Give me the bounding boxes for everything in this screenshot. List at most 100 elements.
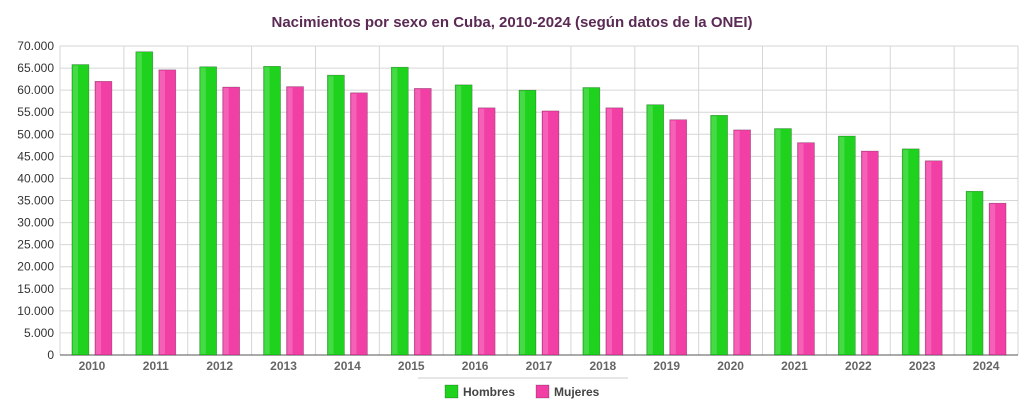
bar-mujeres-2017 (541, 110, 560, 356)
x-tick-label: 2010 (79, 359, 106, 373)
bar-highlight (456, 85, 462, 355)
x-tick-label: 2012 (206, 359, 233, 373)
bar-hombres-2016 (454, 84, 473, 356)
bar-mujeres-2018 (605, 107, 624, 356)
x-tick-label: 2017 (526, 359, 553, 373)
x-tick-label: 2013 (270, 359, 297, 373)
y-tick-label: 25.000 (17, 238, 54, 252)
bar-highlight (839, 137, 845, 354)
bar-hombres-2015 (390, 66, 409, 356)
bar-highlight (606, 108, 612, 354)
x-tick-label: 2016 (462, 359, 489, 373)
bars (71, 51, 1007, 356)
bar-highlight (990, 204, 996, 354)
bar-highlight (775, 129, 781, 354)
x-tick-label: 2024 (973, 359, 1000, 373)
bar-highlight (647, 105, 653, 355)
x-tick-label: 2019 (653, 359, 680, 373)
bar-highlight (862, 152, 868, 354)
y-tick-label: 0 (47, 348, 54, 362)
bar-highlight (798, 143, 804, 354)
bar-mujeres-2012 (222, 86, 240, 356)
bar-mujeres-2016 (477, 107, 496, 356)
bar-highlight (926, 161, 932, 354)
legend: Hombres Mujeres (418, 377, 628, 399)
x-tick-label: 2023 (909, 359, 936, 373)
bar-mujeres-2021 (797, 142, 815, 356)
bar-highlight (95, 82, 102, 355)
y-tick-label: 55.000 (17, 105, 54, 119)
y-tick-label: 65.000 (17, 61, 54, 75)
legend-label-mujeres: Mujeres (554, 385, 600, 399)
y-tick-label: 20.000 (17, 260, 54, 274)
legend-swatch-mujeres (535, 384, 550, 399)
bar-hombres-2021 (774, 128, 792, 356)
x-tick-label: 2020 (717, 359, 744, 373)
y-tick-label: 30.000 (17, 216, 54, 230)
bar-highlight (711, 116, 717, 354)
bar-highlight (543, 111, 549, 354)
bar-mujeres-2011 (158, 69, 177, 356)
bar-hombres-2024 (965, 190, 984, 356)
y-tick-label: 5.000 (24, 326, 54, 340)
bar-highlight (200, 67, 206, 355)
bar-mujeres-2020 (733, 129, 751, 356)
bar-hombres-2011 (135, 51, 154, 356)
legend-label-hombres: Hombres (463, 385, 515, 399)
bar-highlight (72, 65, 79, 354)
bar-hombres-2010 (71, 64, 90, 356)
bar-mujeres-2019 (669, 119, 688, 356)
bar-highlight (159, 70, 165, 354)
bar-highlight (392, 68, 398, 354)
x-tick-label: 2018 (590, 359, 617, 373)
legend-swatch-hombres (444, 384, 459, 399)
x-tick-label: 2022 (845, 359, 872, 373)
bar-highlight (734, 130, 740, 354)
y-tick-label: 60.000 (17, 83, 54, 97)
bar-highlight (479, 108, 485, 354)
y-tick-label: 15.000 (17, 282, 54, 296)
bar-hombres-2017 (518, 89, 537, 356)
bar-highlight (223, 88, 229, 354)
bar-mujeres-2013 (286, 86, 304, 356)
x-tick-label: 2021 (781, 359, 808, 373)
bar-highlight (328, 76, 334, 355)
bar-hombres-2012 (199, 66, 217, 356)
bar-hombres-2023 (901, 148, 920, 356)
bar-highlight (670, 120, 676, 355)
bar-highlight (287, 87, 293, 355)
y-axis: 0 5.000 10.000 15.000 20.000 25.000 30.000 35.0… (17, 39, 54, 362)
y-tick-label: 45.000 (17, 149, 54, 163)
bar-highlight (415, 89, 421, 355)
bar-mujeres-2022 (861, 150, 879, 356)
bar-hombres-2018 (582, 87, 601, 356)
y-tick-label: 10.000 (17, 304, 54, 318)
bar-highlight (903, 149, 909, 354)
bar-highlight (351, 93, 357, 354)
bar-mujeres-2015 (413, 88, 432, 356)
bar-hombres-2014 (327, 74, 345, 356)
chart-title: Nacimientos por sexo en Cuba, 2010-2024 … (272, 14, 753, 31)
bar-highlight (583, 88, 589, 354)
x-tick-label: 2015 (398, 359, 425, 373)
bar-hombres-2019 (646, 104, 665, 356)
bar-hombres-2020 (710, 115, 728, 356)
bar-mujeres-2024 (988, 202, 1007, 356)
bar-highlight (136, 52, 142, 354)
y-tick-label: 40.000 (17, 171, 54, 185)
x-tick-label: 2014 (334, 359, 361, 373)
x-tick-label: 2011 (143, 359, 169, 373)
x-axis: 2010 2011 2012 2013 2014 2015 2016 2017 2018 2019… (79, 359, 1000, 373)
bar-highlight (967, 192, 973, 354)
bar-hombres-2013 (263, 66, 281, 356)
bar-mujeres-2010 (94, 81, 113, 356)
bar-hombres-2022 (838, 135, 856, 356)
bar-highlight (520, 91, 526, 355)
y-tick-label: 35.000 (17, 194, 54, 208)
y-tick-label: 70.000 (17, 39, 54, 53)
bar-highlight (264, 67, 270, 354)
bar-mujeres-2014 (350, 92, 368, 356)
y-tick-label: 50.000 (17, 127, 54, 141)
bar-mujeres-2023 (924, 160, 943, 356)
